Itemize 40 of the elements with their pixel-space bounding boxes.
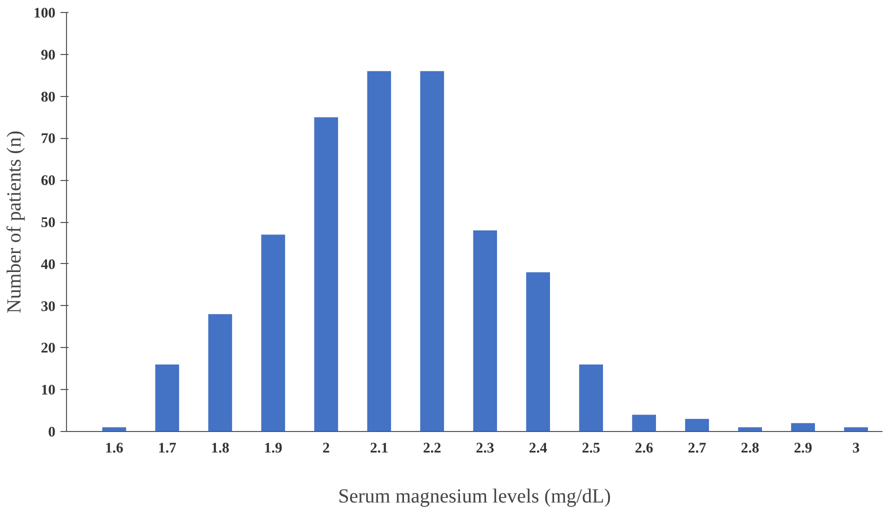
- bar: [420, 71, 444, 432]
- bar: [632, 414, 656, 432]
- x-tick-label: 2.4: [528, 440, 548, 456]
- bar: [579, 364, 603, 432]
- bar: [314, 117, 338, 432]
- bar: [208, 314, 232, 432]
- y-tick-label: 0: [48, 424, 56, 440]
- bar: [526, 272, 550, 432]
- x-tick-label: 2.2: [422, 440, 442, 456]
- y-tick-label: 40: [40, 256, 56, 273]
- x-tick-label: 1.7: [158, 440, 176, 456]
- y-tick-label: 10: [40, 382, 56, 399]
- bar: [155, 364, 180, 432]
- y-tick-label: 60: [40, 173, 56, 190]
- x-tick-label: 1.9: [264, 440, 282, 456]
- x-tick-label: 2.3: [476, 440, 494, 456]
- y-tick-label: 30: [40, 298, 56, 315]
- bar: [367, 71, 392, 432]
- x-tick-label: 1.6: [105, 440, 124, 456]
- bar: [791, 423, 815, 432]
- x-tick-label: 2.8: [740, 440, 760, 456]
- y-tick-label: 70: [40, 131, 56, 148]
- y-tick-label: 80: [40, 89, 56, 106]
- x-tick-label: 1.8: [211, 440, 230, 456]
- bar: [473, 230, 498, 432]
- x-tick-label: 2.5: [582, 440, 600, 456]
- y-tick-label: 90: [40, 47, 56, 64]
- x-tick-label: 2.6: [634, 440, 654, 456]
- bar: [261, 234, 286, 432]
- x-tick-label: 2.1: [370, 440, 388, 456]
- bar: [685, 418, 709, 432]
- y-tick-label: 20: [40, 340, 56, 357]
- x-axis-title: Serum magnesium levels (mg/dL): [338, 486, 611, 508]
- x-tick-label: 2.9: [794, 440, 812, 456]
- y-axis-title: Number of patients (n): [4, 130, 26, 314]
- x-tick-label: 2: [322, 440, 330, 456]
- y-tick-label: 100: [34, 6, 56, 22]
- y-tick-label: 50: [40, 215, 56, 231]
- x-tick-label: 3: [852, 440, 860, 456]
- x-tick-label: 2.7: [688, 440, 706, 456]
